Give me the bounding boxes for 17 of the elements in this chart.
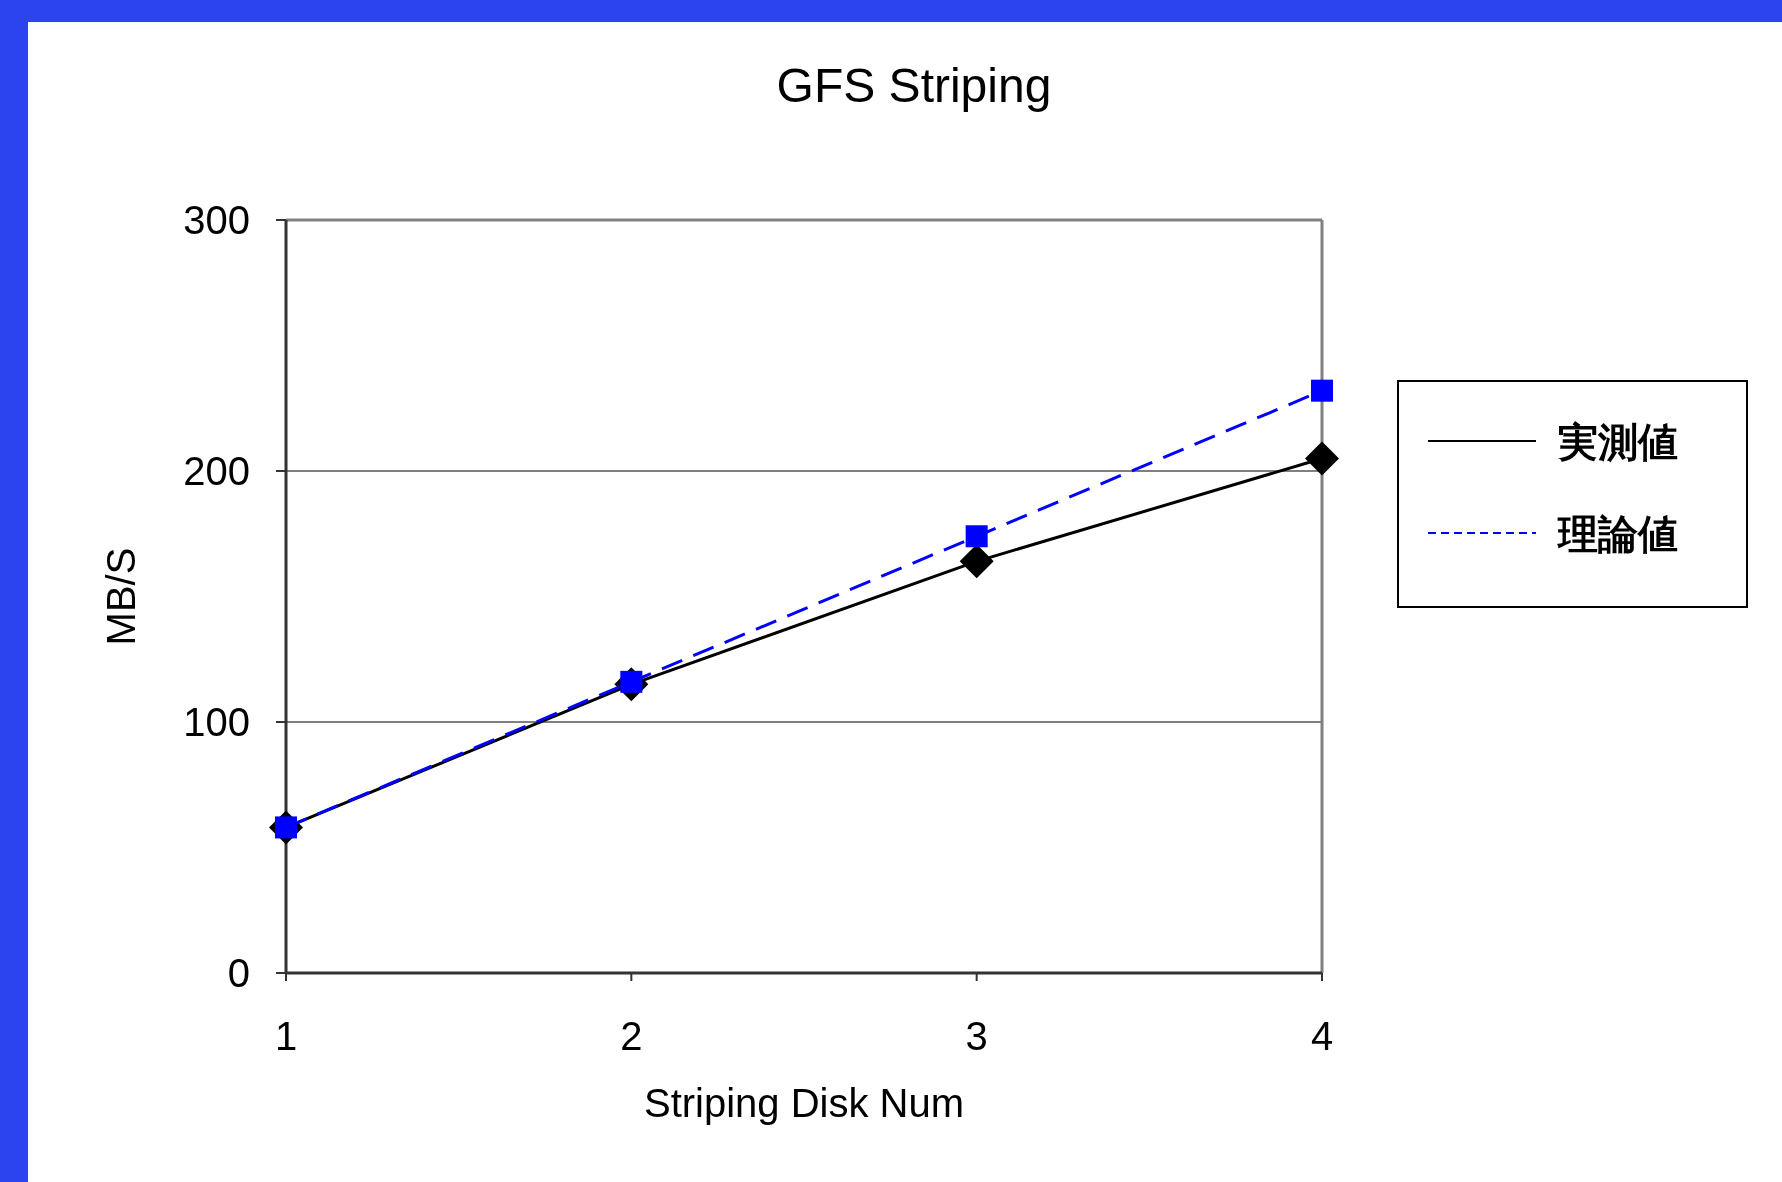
point — [965, 525, 988, 548]
legend-label: 実測値 — [1557, 420, 1678, 464]
point — [959, 544, 994, 579]
point — [1311, 379, 1333, 402]
x-tick-label: 3 — [965, 1014, 988, 1058]
y-tick-label: 100 — [183, 700, 250, 744]
y-tick-label: 200 — [183, 449, 250, 493]
chart-title: GFS Striping — [776, 59, 1052, 112]
x-axis-title: Striping Disk Num — [643, 1081, 965, 1125]
y-axis-title: MB/S — [99, 547, 143, 646]
x-tick-label: 2 — [620, 1014, 643, 1058]
y-tick-label: 300 — [183, 198, 250, 242]
x-tick-label: 1 — [274, 1014, 298, 1058]
x-tick-label: 4 — [1310, 1014, 1334, 1058]
legend-label: 理論値 — [1557, 512, 1678, 556]
y-tick-label: 0 — [227, 951, 250, 995]
point — [1305, 441, 1339, 476]
